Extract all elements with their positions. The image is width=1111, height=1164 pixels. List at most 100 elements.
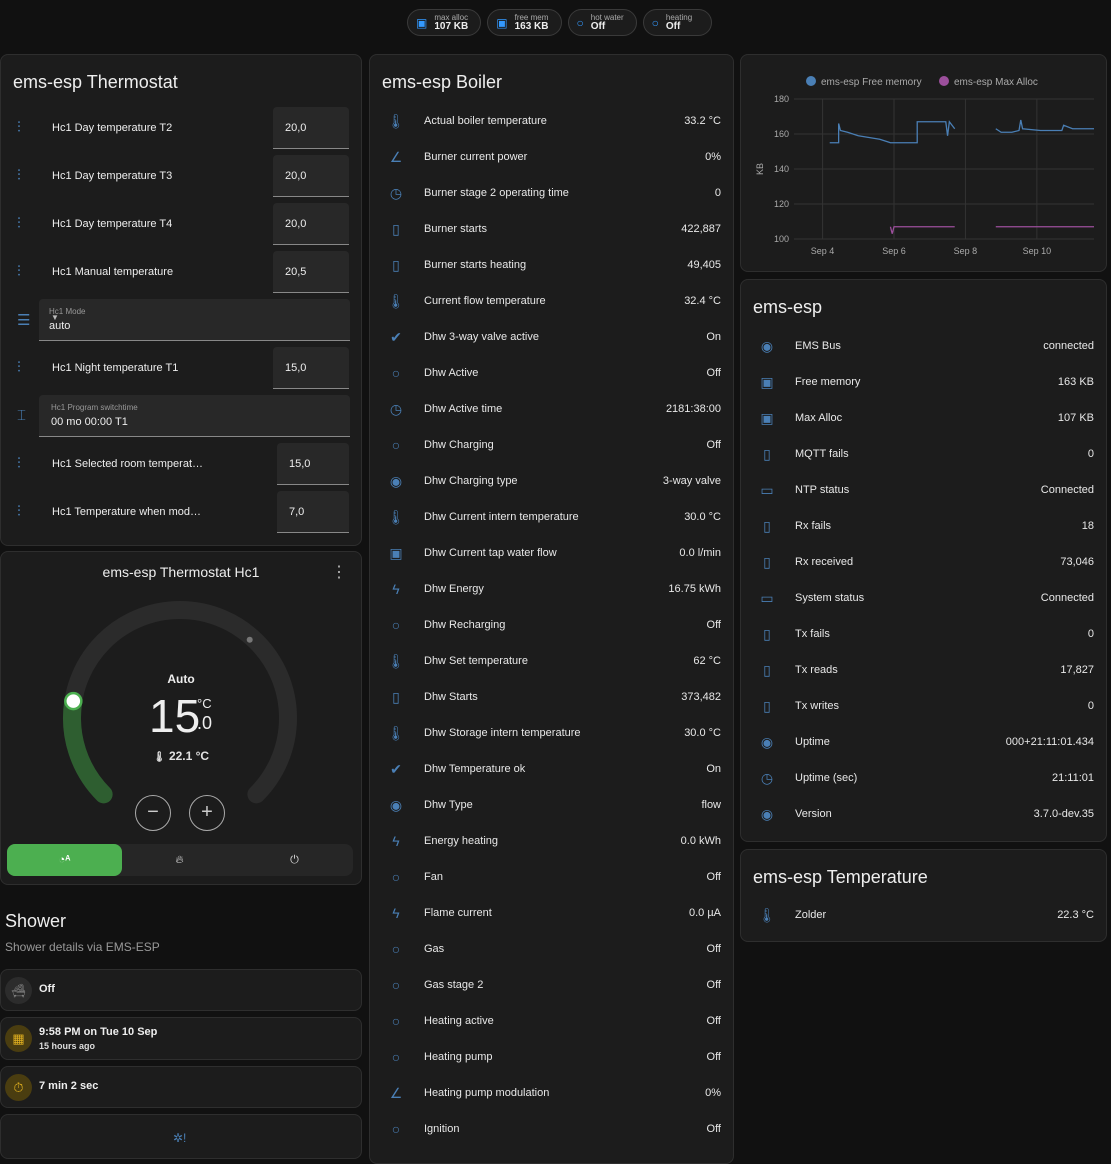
- eye-icon: ◉: [760, 733, 774, 750]
- switchtime-input[interactable]: Hc1 Program switchtime 00 mo 00:00 T1: [39, 395, 350, 437]
- x-tick-label: Sep 10: [1023, 246, 1052, 256]
- chip-hot-water[interactable]: ○ hot water Off: [567, 9, 637, 36]
- entity-row[interactable]: ▣ Dhw Current tap water flow 0.0 l/min: [370, 535, 733, 571]
- form-textbox-icon: ⌶: [17, 407, 27, 424]
- shower-extra-tile[interactable]: ✲!: [0, 1114, 362, 1159]
- entity-row[interactable]: ○ Fan Off: [370, 859, 733, 895]
- circle-outline-icon: ○: [391, 437, 401, 453]
- chip-free-mem[interactable]: ▣ free mem 163 KB: [487, 9, 562, 36]
- entity-row[interactable]: ▣ Free memory 163 KB: [741, 364, 1106, 400]
- circle-outline-icon: ○: [391, 1121, 401, 1137]
- mode-auto-button[interactable]: ◔ᴬ: [7, 844, 122, 876]
- increase-button[interactable]: +: [189, 795, 225, 831]
- entity-row[interactable]: ✔ Dhw Temperature ok On: [370, 751, 733, 787]
- timer-icon: ◷: [389, 184, 403, 201]
- entity-row[interactable]: ∠ Burner current power 0%: [370, 139, 733, 175]
- entity-row[interactable]: ◉ Dhw Type flow: [370, 787, 733, 823]
- power-icon: ⏻: [290, 854, 299, 866]
- counter-icon: ▯: [392, 220, 400, 237]
- entity-row[interactable]: ◷ Uptime (sec) 21:11:01: [741, 760, 1106, 796]
- entity-row[interactable]: ▯ Burner starts 422,887: [370, 211, 733, 247]
- chip-icon: ▣: [416, 15, 428, 30]
- more-menu-icon[interactable]: ⋮: [331, 564, 347, 581]
- check-circle-icon: ✔: [390, 760, 402, 777]
- thermometer-icon: 🌡︎: [387, 112, 405, 129]
- number-input[interactable]: 20,5: [273, 251, 349, 293]
- entity-row[interactable]: ○ Dhw Active Off: [370, 355, 733, 391]
- legend-swatch: [806, 76, 816, 86]
- flash-icon: ϟ: [392, 581, 400, 597]
- entity-row[interactable]: ◉ Uptime 000+21:11:01.434: [741, 724, 1106, 760]
- entity-row[interactable]: ▯ Tx writes 0: [741, 688, 1106, 724]
- number-input[interactable]: 15,0: [277, 443, 349, 485]
- thermometer-icon: 🌡︎: [387, 724, 405, 741]
- entity-row[interactable]: ▭ NTP status Connected: [741, 472, 1106, 508]
- entity-row[interactable]: ○ Gas Off: [370, 931, 733, 967]
- shower-duration-tile[interactable]: ⏱︎ 7 min 2 sec: [0, 1066, 362, 1108]
- chip-max-alloc[interactable]: ▣ max alloc 107 KB: [407, 9, 482, 36]
- monitor-icon: ▭: [760, 589, 774, 606]
- eye-icon: ◉: [760, 337, 774, 354]
- entity-row[interactable]: ○ Ignition Off: [370, 1111, 733, 1147]
- entity-row[interactable]: ∠ Heating pump modulation 0%: [370, 1075, 733, 1111]
- x-tick-label: Sep 4: [811, 246, 835, 256]
- chevron-down-icon: ▼: [51, 313, 59, 322]
- decrease-button[interactable]: −: [135, 795, 171, 831]
- entity-row[interactable]: ▯ Rx fails 18: [741, 508, 1106, 544]
- entity-row[interactable]: ϟ Flame current 0.0 µA: [370, 895, 733, 931]
- current-temp: 🌡 22.1 °C: [152, 749, 210, 763]
- entity-row[interactable]: ◉ Version 3.7.0-dev.35: [741, 796, 1106, 832]
- number-label: Hc1 Manual temperature: [52, 266, 174, 278]
- entity-row[interactable]: ▯ Tx fails 0: [741, 616, 1106, 652]
- entity-row[interactable]: 🌡︎ Dhw Current intern temperature 30.0 °C: [387, 508, 721, 525]
- entity-row[interactable]: ○ Gas stage 2 Off: [370, 967, 733, 1003]
- entity-row[interactable]: ○ Dhw Charging Off: [370, 427, 733, 463]
- entity-row[interactable]: ✔ Dhw 3-way valve active On: [370, 319, 733, 355]
- number-input[interactable]: 20,0: [273, 155, 349, 197]
- entity-row[interactable]: ○ Heating active Off: [370, 1003, 733, 1039]
- entity-row[interactable]: ◉ EMS Bus connected: [741, 328, 1106, 364]
- entity-row[interactable]: ▣ Max Alloc 107 KB: [741, 400, 1106, 436]
- number-input[interactable]: 20,0: [273, 203, 349, 245]
- list-icon: ☰: [17, 312, 31, 329]
- mode-select[interactable]: Hc1 Mode auto ▼: [39, 299, 350, 341]
- entity-row[interactable]: ▯ MQTT fails 0: [741, 436, 1106, 472]
- entity-row[interactable]: 🌡︎ Zolder 22.3 °C: [758, 906, 1094, 923]
- entity-row[interactable]: ϟ Energy heating 0.0 kWh: [370, 823, 733, 859]
- y-tick-label: 180: [774, 94, 789, 104]
- thermostat-dial[interactable]: [1, 552, 363, 832]
- series-line: [829, 120, 956, 144]
- number-input[interactable]: 7,0: [277, 491, 349, 533]
- entity-row[interactable]: 🌡︎ Dhw Set temperature 62 °C: [387, 652, 721, 669]
- number-label: Hc1 Day temperature T3: [52, 170, 173, 182]
- shower-state-tile[interactable]: 🛁︎ Off: [0, 969, 362, 1011]
- entity-row[interactable]: ○ Dhw Recharging Off: [370, 607, 733, 643]
- entity-row[interactable]: ▭ System status Connected: [741, 580, 1106, 616]
- mode-off-button[interactable]: ⏻: [237, 844, 352, 876]
- x-tick-label: Sep 8: [954, 246, 978, 256]
- entity-row[interactable]: ◷ Burner stage 2 operating time 0: [370, 175, 733, 211]
- chip-heating[interactable]: ○ heating Off: [642, 9, 712, 36]
- entity-row[interactable]: 🌡︎ Actual boiler temperature 33.2 °C: [387, 112, 721, 129]
- thermometer-icon: 🌡: [152, 752, 166, 763]
- entity-row[interactable]: 🌡︎ Current flow temperature 32.4 °C: [387, 292, 721, 309]
- thermometer-water-icon: ⫶: [17, 215, 21, 232]
- entity-row[interactable]: ▯ Dhw Starts 373,482: [370, 679, 733, 715]
- entity-row[interactable]: ▯ Tx reads 17,827: [741, 652, 1106, 688]
- memory-chart[interactable]: 100 120 140 160 180 Sep 4 Sep 6 Sep 8 Sep 10 KB em…: [741, 55, 1108, 273]
- shower-last-tile[interactable]: ▦ 9:58 PM on Tue 10 Sep 15 hours ago: [0, 1017, 362, 1060]
- number-input[interactable]: 15,0: [273, 347, 349, 389]
- entity-row[interactable]: ○ Heating pump Off: [370, 1039, 733, 1075]
- angle-icon: ∠: [389, 1084, 403, 1101]
- boiler-card: ems-esp Boiler 🌡︎ Actual boiler temperatu…: [369, 54, 734, 1164]
- card-title: ems-esp: [753, 297, 823, 317]
- entity-row[interactable]: ϟ Dhw Energy 16.75 kWh: [370, 571, 733, 607]
- entity-row[interactable]: ◉ Dhw Charging type 3-way valve: [370, 463, 733, 499]
- number-label: Hc1 Day temperature T2: [52, 122, 173, 134]
- mode-heat-button[interactable]: 🔥︎: [122, 844, 237, 876]
- entity-row[interactable]: ◷ Dhw Active time 2181:38:00: [370, 391, 733, 427]
- entity-row[interactable]: ▯ Burner starts heating 49,405: [370, 247, 733, 283]
- number-input[interactable]: 20,0: [273, 107, 349, 149]
- entity-row[interactable]: ▯ Rx received 73,046: [741, 544, 1106, 580]
- entity-row[interactable]: 🌡︎ Dhw Storage intern temperature 30.0 °C: [387, 724, 721, 741]
